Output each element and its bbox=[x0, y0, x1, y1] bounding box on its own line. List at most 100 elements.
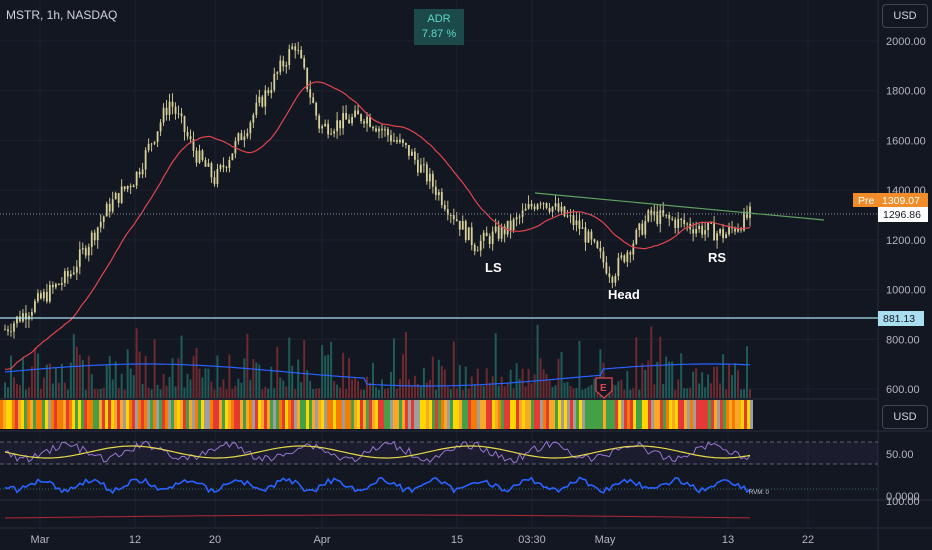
signal-cell bbox=[453, 400, 456, 429]
candle-body bbox=[428, 173, 431, 182]
volume-bar bbox=[743, 389, 746, 398]
candle-body bbox=[482, 232, 485, 241]
volume-bar bbox=[674, 389, 677, 398]
signal-cell bbox=[417, 400, 420, 429]
signal-cell bbox=[303, 400, 306, 429]
candle-body bbox=[81, 248, 84, 250]
volume-bar bbox=[707, 374, 710, 398]
volume-bar bbox=[455, 388, 458, 398]
candle-body bbox=[488, 236, 491, 244]
volume-bar bbox=[725, 389, 728, 398]
candle-body bbox=[375, 128, 377, 132]
signal-cell bbox=[504, 400, 507, 429]
signal-cell bbox=[297, 400, 300, 429]
candle-body bbox=[309, 89, 312, 98]
signal-cell bbox=[309, 400, 312, 429]
volume-bar bbox=[183, 387, 186, 398]
candle-body bbox=[581, 227, 584, 229]
volume-bar bbox=[66, 389, 69, 398]
time-tick: 12 bbox=[129, 534, 141, 546]
candle-body bbox=[512, 219, 515, 231]
volume-bar bbox=[551, 387, 554, 398]
candle-body bbox=[123, 186, 126, 190]
candle-body bbox=[402, 139, 404, 144]
volume-bar bbox=[632, 388, 635, 398]
time-tick: 13 bbox=[722, 534, 734, 546]
candle-body bbox=[243, 136, 246, 140]
signal-cell bbox=[360, 400, 363, 429]
candle-body bbox=[563, 206, 566, 217]
volume-bar bbox=[4, 382, 6, 398]
volume-bar bbox=[431, 356, 434, 398]
volume-bar bbox=[734, 363, 737, 398]
currency-button-2[interactable]: USD bbox=[882, 405, 928, 429]
signal-cell bbox=[483, 400, 486, 429]
volume-bar bbox=[135, 328, 138, 398]
volume-bar bbox=[261, 389, 264, 398]
signal-cell bbox=[252, 400, 255, 429]
volume-bar bbox=[165, 385, 168, 398]
candle-body bbox=[545, 203, 548, 209]
earnings-marker[interactable]: E bbox=[595, 377, 613, 399]
candle-body bbox=[282, 60, 285, 67]
signal-cell bbox=[324, 400, 327, 429]
signal-cell bbox=[6, 400, 9, 429]
candle-body bbox=[13, 323, 15, 332]
volume-bar bbox=[342, 352, 345, 398]
signal-cell bbox=[501, 400, 504, 429]
volume-bar bbox=[288, 337, 291, 398]
signal-cell bbox=[78, 400, 81, 429]
candle-body bbox=[500, 226, 503, 239]
candle-body bbox=[629, 252, 632, 255]
signal-cell bbox=[234, 400, 237, 429]
candle-body bbox=[22, 313, 24, 322]
signal-cell bbox=[306, 400, 309, 429]
volume-bar bbox=[270, 366, 273, 398]
candle-body bbox=[198, 150, 201, 163]
volume-bar bbox=[710, 383, 713, 398]
volume-bar bbox=[503, 386, 506, 398]
volume-bar bbox=[372, 362, 375, 398]
candle-body bbox=[303, 58, 306, 68]
signal-cell bbox=[225, 400, 228, 429]
signal-cell bbox=[576, 400, 579, 429]
volume-bar bbox=[174, 386, 177, 398]
signal-cell bbox=[36, 400, 39, 429]
candle-body bbox=[413, 151, 416, 160]
candle-body bbox=[63, 271, 66, 284]
currency-button[interactable]: USD bbox=[882, 4, 928, 28]
candle-body bbox=[461, 221, 464, 230]
signal-cell bbox=[228, 400, 231, 429]
candle-body bbox=[306, 67, 309, 90]
signal-cell bbox=[180, 400, 183, 429]
signal-cell bbox=[285, 400, 288, 429]
candle-body bbox=[692, 229, 695, 234]
signal-cell bbox=[216, 400, 219, 429]
time-tick: Apr bbox=[313, 534, 330, 546]
signal-cell bbox=[495, 400, 498, 429]
signal-cell bbox=[96, 400, 99, 429]
volume-bar bbox=[467, 388, 470, 398]
symbol-title[interactable]: MSTR, 1h, NASDAQ bbox=[6, 8, 118, 22]
volume-bar bbox=[470, 376, 473, 398]
volume-bar bbox=[93, 388, 96, 398]
candle-body bbox=[204, 159, 207, 167]
candle-body bbox=[698, 225, 701, 229]
signal-cell bbox=[456, 400, 459, 429]
signal-cell bbox=[588, 400, 591, 429]
signal-cell bbox=[15, 400, 18, 429]
volume-bar bbox=[147, 387, 150, 398]
candle-body bbox=[339, 120, 342, 129]
signal-cell bbox=[657, 400, 660, 429]
signal-cell bbox=[528, 400, 531, 429]
candle-body bbox=[506, 220, 509, 235]
volume-bar bbox=[599, 349, 602, 398]
signal-cell bbox=[675, 400, 678, 429]
candle-body bbox=[114, 193, 117, 200]
signal-cell bbox=[600, 400, 603, 429]
signal-cell bbox=[474, 400, 477, 429]
volume-bar bbox=[90, 374, 93, 398]
price-tick: 1800.00 bbox=[886, 86, 926, 98]
candle-body bbox=[153, 141, 156, 144]
